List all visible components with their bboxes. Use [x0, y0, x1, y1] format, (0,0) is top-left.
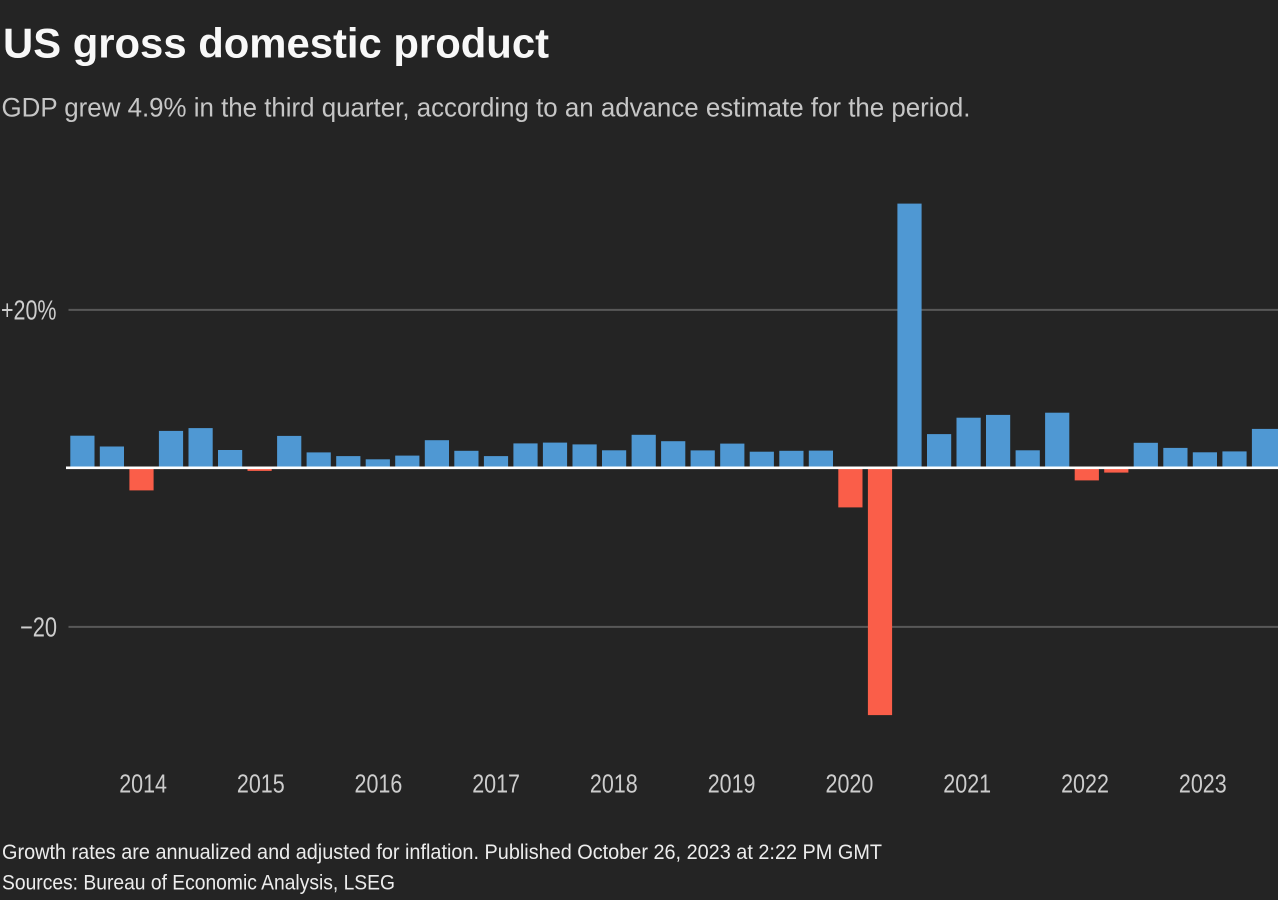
svg-text:2023: 2023 — [1179, 768, 1227, 798]
svg-text:2021: 2021 — [943, 768, 991, 798]
svg-text:2016: 2016 — [355, 768, 403, 798]
svg-text:Growth rates are annualized an: Growth rates are annualized and adjusted… — [2, 841, 882, 864]
svg-text:2022: 2022 — [1061, 768, 1109, 798]
svg-text:2020: 2020 — [826, 768, 874, 798]
svg-text:+20%: +20% — [1, 294, 56, 325]
svg-text:−20: −20 — [20, 612, 57, 643]
svg-text:2017: 2017 — [472, 768, 520, 798]
svg-text:GDP grew 4.9% in the third qua: GDP grew 4.9% in the third quarter, acco… — [2, 92, 971, 122]
svg-text:2018: 2018 — [590, 768, 638, 798]
svg-text:US gross domestic product: US gross domestic product — [3, 20, 549, 67]
svg-text:2014: 2014 — [119, 768, 167, 798]
svg-text:2019: 2019 — [708, 768, 756, 798]
svg-text:Sources: Bureau of Economic An: Sources: Bureau of Economic Analysis, LS… — [2, 871, 395, 894]
svg-text:2015: 2015 — [237, 768, 285, 798]
